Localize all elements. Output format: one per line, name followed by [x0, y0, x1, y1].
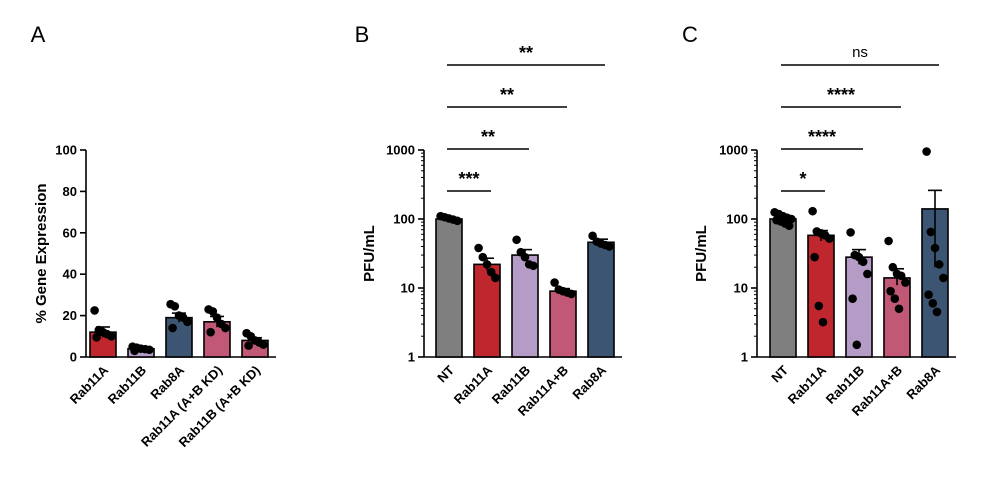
x-tick-label: NT: [434, 362, 457, 385]
data-point: [90, 306, 99, 315]
data-point: [934, 260, 944, 269]
panel-label: C: [682, 22, 698, 47]
data-point: [212, 313, 222, 322]
data-point: [922, 147, 931, 156]
data-point: [520, 252, 530, 262]
data-point: [168, 323, 177, 333]
data-point: [894, 304, 904, 314]
data-point: [932, 307, 942, 317]
significance-label: ns: [852, 44, 868, 61]
data-point: [512, 235, 521, 245]
significance-label: *: [799, 169, 806, 189]
data-point: [930, 243, 940, 253]
y-tick-label: 100: [726, 212, 748, 227]
bar: [511, 254, 539, 358]
data-point: [453, 216, 462, 226]
data-point: [221, 323, 230, 333]
x-tick-label: Rab8A: [903, 362, 943, 402]
data-point: [848, 294, 857, 303]
bar: [769, 218, 797, 358]
x-tick-label: Rab8A: [569, 362, 609, 402]
data-point: [896, 271, 906, 281]
data-point: [206, 327, 215, 337]
y-tick-label: 80: [63, 184, 77, 199]
panel-label: B: [355, 22, 370, 47]
data-point: [482, 260, 492, 269]
x-tick-label: Rab11A: [67, 362, 112, 407]
significance-label: ***: [458, 169, 479, 189]
y-tick-label: 1000: [719, 143, 748, 158]
data-point: [939, 273, 948, 283]
y-tick-label: 100: [393, 212, 415, 227]
bar: [807, 234, 835, 358]
y-tick-label: 1: [408, 350, 415, 365]
data-point: [529, 261, 538, 271]
data-point: [92, 333, 101, 342]
bar: [549, 290, 577, 358]
data-point: [787, 214, 796, 224]
chart-panel-a: A % Gene Expression 0 20 40 60 80 100 Rab11ARab1…: [31, 22, 276, 450]
significance-label: ****: [827, 85, 855, 105]
data-point: [784, 221, 794, 230]
significance-label: **: [500, 85, 514, 105]
x-tick-label: Rab11A: [451, 362, 496, 407]
y-tick-label: 60: [63, 225, 77, 240]
y-tick-label: 40: [63, 267, 77, 282]
bar: [587, 241, 615, 358]
data-point: [145, 345, 154, 355]
data-point: [130, 346, 139, 356]
data-point: [825, 234, 834, 243]
data-point: [259, 340, 268, 349]
data-point: [183, 317, 192, 327]
y-axis-label: % Gene Expression: [33, 183, 50, 323]
x-tick-label: NT: [768, 362, 791, 385]
y-tick-label: 0: [70, 350, 77, 365]
y-tick-label: 10: [734, 281, 748, 296]
bar: [435, 218, 463, 358]
data-point: [605, 242, 614, 251]
data-point: [926, 227, 936, 237]
data-point: [550, 278, 559, 287]
data-point: [846, 228, 855, 237]
data-point: [810, 252, 819, 262]
data-point: [928, 299, 938, 308]
data-point: [852, 340, 862, 350]
x-tick-label: Rab11B: [105, 363, 149, 407]
data-point: [567, 289, 576, 299]
x-tick-label: Rab11A: [785, 362, 830, 407]
data-point: [924, 290, 933, 299]
data-point: [478, 252, 488, 262]
data-point: [886, 286, 895, 296]
y-tick-label: 1: [741, 350, 748, 365]
significance-label: **: [519, 43, 533, 63]
y-tick-label: 1000: [386, 143, 415, 158]
y-tick-label: 10: [401, 281, 415, 296]
data-point: [474, 243, 483, 253]
significance-label: **: [481, 127, 495, 147]
data-point: [858, 257, 868, 267]
data-point: [244, 341, 253, 350]
significance-label: ****: [808, 127, 836, 147]
data-point: [491, 273, 500, 283]
chart-panel-c: CPFU/mL1101001000NTRab11ARab11BRab11A+BR…: [682, 22, 956, 419]
data-point: [808, 206, 817, 216]
y-axis-label: PFU/mL: [361, 225, 378, 282]
data-point: [884, 236, 893, 246]
data-point: [901, 278, 910, 287]
data-point: [107, 332, 116, 341]
data-point: [888, 262, 898, 272]
y-tick-label: 20: [63, 308, 77, 323]
data-point: [863, 269, 872, 279]
panel-label: A: [31, 22, 46, 47]
data-point: [890, 294, 900, 303]
y-tick-label: 100: [55, 143, 77, 158]
data-point: [170, 301, 180, 311]
data-point: [818, 317, 828, 327]
data-point: [208, 307, 218, 316]
chart-panel-b: BPFU/mL1101001000NTRab11ARab11BRab11A+BR…: [355, 22, 622, 419]
data-point: [814, 301, 824, 311]
y-axis-label: PFU/mL: [693, 225, 710, 282]
